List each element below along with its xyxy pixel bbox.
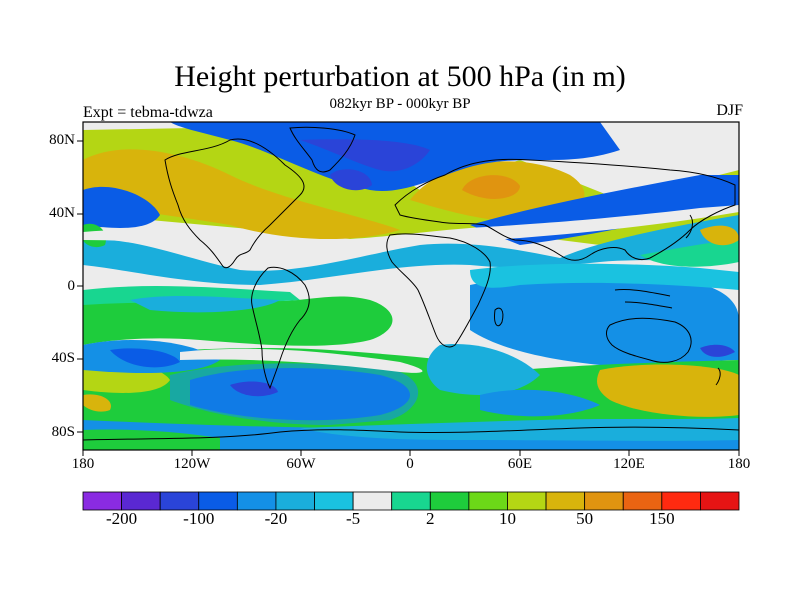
coast-new-zealand — [715, 367, 721, 386]
axis-ticks — [77, 140, 740, 456]
colorbar-label: -20 — [264, 509, 288, 528]
contour-sh-deepblue-pacific — [110, 348, 180, 368]
colorbar — [82, 491, 740, 511]
contour-antarctic-green — [83, 429, 220, 450]
lon-label-180e: 180 — [727, 456, 751, 472]
coast-antarctica — [83, 426, 739, 441]
lat-label-80n: 80N — [49, 132, 75, 148]
lat-label-40s: 40S — [51, 350, 75, 366]
contour-arctic-deepblue — [300, 139, 430, 172]
coast-north-america — [164, 138, 305, 269]
coast-madagascar — [494, 307, 504, 327]
contour-sh-lightblue-east — [426, 344, 540, 395]
colorbar-swatch — [352, 491, 393, 511]
contour-ne-pacific-blue — [83, 186, 160, 228]
contour-indian-ocean-light — [470, 263, 739, 290]
contour-sh-olive — [597, 364, 739, 417]
lon-label-60w: 60W — [286, 456, 316, 472]
colorbar-swatch — [584, 491, 624, 511]
colorbar-swatch — [275, 491, 315, 511]
contour-field — [83, 122, 739, 450]
experiment-label: Expt = tebma-tdwza — [83, 104, 213, 121]
colorbar-swatch — [700, 491, 740, 511]
colorbar-swatch — [622, 491, 663, 511]
lon-label-180w: 180 — [71, 456, 95, 472]
colorbar-label: 10 — [498, 509, 516, 528]
colorbar-swatch — [82, 491, 122, 511]
contour-sh-deepblue-atlantic — [230, 381, 278, 397]
colorbar-label: -100 — [183, 509, 215, 528]
lat-label-40n: 40N — [49, 205, 75, 221]
contour-sh-blue-east — [480, 389, 600, 417]
season-label: DJF — [716, 102, 743, 119]
colorbar-label: -200 — [105, 509, 138, 528]
coast-japan — [685, 214, 694, 239]
contour-pacific-deep — [700, 344, 735, 357]
colorbar-swatch — [121, 491, 161, 511]
colorbar-swatch — [661, 491, 701, 511]
coastlines — [83, 126, 739, 441]
coast-indonesia — [614, 289, 673, 309]
lon-label-60e: 60E — [507, 456, 533, 472]
colorbar-label: 150 — [649, 509, 675, 528]
contour-neutral-band-nh — [83, 205, 739, 251]
contour-neutral-band-sh — [180, 348, 423, 373]
colorbar-swatch — [429, 491, 470, 511]
contour-nh-olive-atlantic — [83, 149, 400, 240]
lon-label-0: 0 — [406, 456, 414, 472]
coast-africa — [386, 233, 491, 348]
coast-australia — [606, 317, 692, 363]
coast-greenland — [289, 126, 356, 173]
colorbar-swatch — [198, 491, 238, 511]
plot-subtitle: 082kyr BP - 000kyr BP — [329, 96, 471, 112]
colorbar-swatch — [159, 491, 200, 511]
contour-trop-lightblue — [130, 295, 280, 313]
contour-antarctic-light — [300, 418, 739, 441]
lon-label-120w: 120W — [173, 456, 211, 472]
contour-greenland-deep — [330, 169, 372, 191]
contour-pacific-olive — [700, 225, 739, 246]
contour-w-pacific-teal — [640, 240, 739, 267]
colorbar-label: -5 — [346, 509, 361, 528]
contour-indian-ocean-blue — [470, 275, 739, 367]
coast-south-america — [251, 266, 310, 390]
colorbar-swatch — [507, 491, 547, 511]
contour-eurasia-orange — [462, 175, 520, 199]
colorbar-swatch — [236, 491, 277, 511]
plot-title: Height perturbation at 500 hPa (in m) — [174, 60, 626, 93]
contour-sh-olive-west — [83, 394, 111, 412]
colorbar-swatch — [391, 491, 431, 511]
lat-label-80s: 80S — [51, 424, 75, 440]
lon-label-120e: 120E — [613, 456, 645, 472]
colorbar-label: 2 — [426, 509, 435, 528]
contour-sh-midblue-atlantic — [170, 363, 419, 425]
colorbar-swatch — [314, 491, 354, 511]
colorbar-label: 50 — [576, 509, 594, 528]
colorbar-swatch — [468, 491, 508, 511]
contour-nh-lightblue — [83, 215, 739, 285]
colorbar-swatch — [545, 491, 586, 511]
coast-eurasia — [394, 158, 736, 261]
lat-label-0: 0 — [67, 278, 76, 294]
